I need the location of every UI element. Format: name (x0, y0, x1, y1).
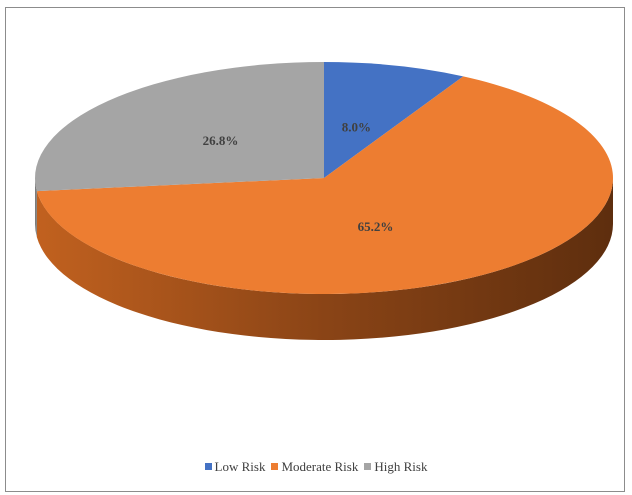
legend-swatch (204, 463, 212, 470)
legend-item-moderate-risk: Moderate Risk (271, 459, 358, 475)
legend-label: High Risk (374, 459, 428, 474)
pie-slice-low-risk (324, 62, 464, 178)
legend-label: Moderate Risk (281, 459, 359, 474)
data-label-low-risk: 8.0% (342, 119, 371, 134)
legend-item-high-risk: High Risk (364, 459, 427, 475)
data-label-moderate-risk: 65.2% (358, 219, 394, 234)
legend-swatch (364, 463, 372, 470)
pie-slice-moderate-risk (36, 76, 614, 295)
pie-side-high-risk (35, 178, 37, 238)
data-label-high-risk: 26.8% (203, 133, 239, 148)
legend-swatch (271, 463, 279, 470)
legend: Low Risk Moderate Risk High Risk (0, 459, 632, 475)
legend-item-low-risk: Low Risk (204, 459, 266, 475)
pie-slice-high-risk (35, 62, 324, 192)
legend-label: Low Risk (214, 459, 266, 474)
pie-side-moderate-risk (36, 178, 614, 341)
